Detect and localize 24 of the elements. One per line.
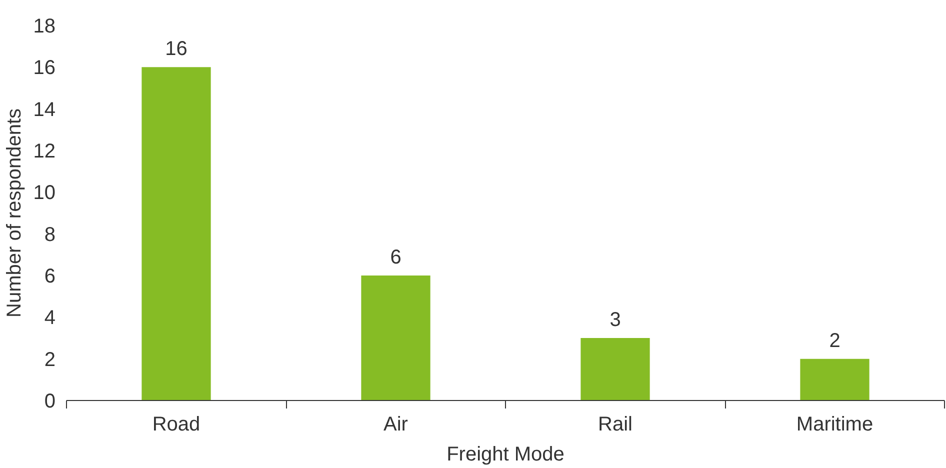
y-tick-label: 14 bbox=[33, 98, 56, 121]
data-label: 2 bbox=[829, 330, 840, 352]
y-axis-title: Number of respondents bbox=[3, 108, 26, 318]
y-tick-label: 6 bbox=[44, 266, 56, 288]
data-label: 16 bbox=[165, 38, 188, 60]
y-tick-label: 16 bbox=[33, 57, 56, 80]
data-label: 3 bbox=[610, 309, 621, 331]
y-tick-label: 12 bbox=[33, 140, 56, 162]
y-tick-label: 10 bbox=[33, 182, 56, 204]
y-tick-label: 18 bbox=[33, 16, 56, 38]
x-tick-label: Road bbox=[152, 414, 200, 436]
bar bbox=[361, 276, 430, 400]
data-label: 6 bbox=[390, 246, 402, 268]
y-tick-label: 4 bbox=[44, 307, 56, 330]
x-tick-label: Air bbox=[384, 414, 408, 436]
y-tick-label: 2 bbox=[44, 348, 56, 371]
bar bbox=[142, 67, 211, 400]
x-tick-label: Maritime bbox=[796, 414, 874, 436]
x-tick-label: Rail bbox=[598, 414, 632, 436]
y-tick-label: 0 bbox=[44, 390, 56, 412]
x-axis-title: Freight Mode bbox=[446, 444, 564, 466]
bar bbox=[800, 358, 870, 400]
y-tick-label: 8 bbox=[44, 224, 56, 246]
bar bbox=[580, 338, 650, 400]
